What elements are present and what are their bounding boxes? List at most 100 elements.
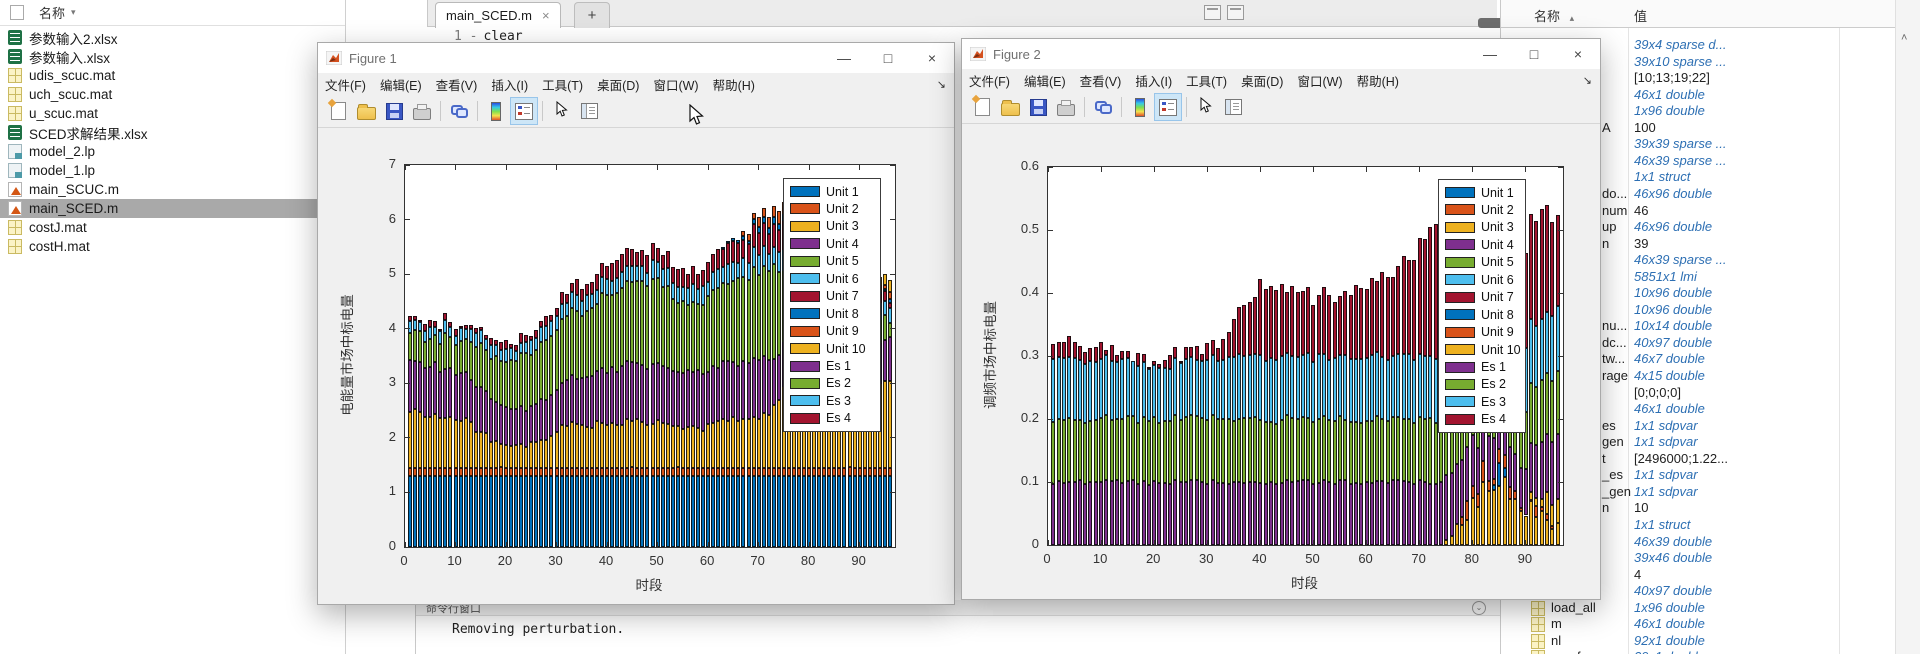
file-name-column-header[interactable]: 名称	[39, 6, 66, 21]
editor-minimize-icon[interactable]	[1204, 5, 1221, 20]
workspace-row[interactable]: 1x1 struct	[1501, 517, 1920, 533]
workspace-row[interactable]: n 39	[1501, 236, 1920, 252]
menu-item[interactable]: 工具(T)	[542, 78, 584, 93]
file-row-model_2.lp[interactable]: model_2.lp	[0, 142, 345, 161]
insert-colorbar-button[interactable]	[1126, 93, 1154, 121]
menu-item[interactable]: 帮助(H)	[712, 78, 755, 93]
edit-plot-button[interactable]	[1191, 93, 1219, 121]
save-figure-button[interactable]	[380, 97, 408, 125]
new-tab-button[interactable]: +	[574, 2, 610, 28]
workspace-row[interactable]: dc... 40x97 double	[1501, 335, 1920, 351]
open-file-button[interactable]	[996, 93, 1024, 121]
menu-item[interactable]: 工具(T)	[1186, 74, 1228, 89]
print-figure-button[interactable]	[408, 97, 436, 125]
close-button[interactable]: ×	[1573, 46, 1583, 62]
figure-titlebar[interactable]: Figure 2— □ ×	[962, 39, 1600, 69]
menu-item[interactable]: 帮助(H)	[1356, 74, 1399, 89]
workspace-row[interactable]: 4	[1501, 567, 1920, 583]
file-row-SCED求解结果.xlsx[interactable]: SCED求解结果.xlsx	[0, 123, 345, 142]
workspace-row[interactable]: _es 1x1 sdpvar	[1501, 467, 1920, 483]
menu-item[interactable]: 查看(V)	[435, 78, 478, 93]
workspace-row[interactable]: es 1x1 sdpvar	[1501, 418, 1920, 434]
legend[interactable]: Unit 1 Unit 2 Unit 3 Unit 4 Unit 5 Unit 6 Unit…	[783, 178, 881, 432]
editor-code-line[interactable]: 1 - clear	[454, 29, 523, 44]
menu-item[interactable]: 编辑(E)	[1023, 74, 1066, 89]
menu-item[interactable]: 编辑(E)	[379, 78, 422, 93]
close-button[interactable]: ×	[927, 50, 937, 66]
menu-item[interactable]: 桌面(D)	[1241, 74, 1284, 89]
workspace-row[interactable]: gen 1x1 sdpvar	[1501, 434, 1920, 450]
minimize-button[interactable]: —	[837, 50, 851, 66]
workspace-row[interactable]: [10;13;19;22]	[1501, 70, 1920, 86]
file-row-参数输入.xlsx[interactable]: 参数输入.xlsx	[0, 47, 345, 66]
workspace-row[interactable]: nu... 10x14 double	[1501, 318, 1920, 334]
file-row-costJ.mat[interactable]: costJ.mat	[0, 218, 345, 237]
dock-figure-arrow-icon[interactable]: ↘	[1582, 74, 1592, 87]
workspace-scrollbar[interactable]: ˄	[1895, 0, 1920, 654]
workspace-row[interactable]: 46x39 sparse ...	[1501, 153, 1920, 169]
link-plot-button[interactable]	[445, 97, 473, 125]
link-plot-button[interactable]	[1089, 93, 1117, 121]
workspace-row[interactable]: [0;0;0;0]	[1501, 385, 1920, 401]
workspace-row[interactable]: 46x39 sparse ...	[1501, 252, 1920, 268]
workspace-row[interactable]: tw... 46x7 double	[1501, 351, 1920, 367]
workspace-row[interactable]: _gen 1x1 sdpvar	[1501, 484, 1920, 500]
legend[interactable]: Unit 1 Unit 2 Unit 3 Unit 4 Unit 5 Unit 6 Unit…	[1438, 179, 1526, 433]
menu-item[interactable]: 查看(V)	[1079, 74, 1122, 89]
workspace-row[interactable]: do... 46x96 double	[1501, 186, 1920, 202]
file-row-u_scuc.mat[interactable]: u_scuc.mat	[0, 104, 345, 123]
scroll-up-icon[interactable]: ˄	[1901, 32, 1908, 44]
print-figure-button[interactable]	[1052, 93, 1080, 121]
property-inspector-button[interactable]	[575, 97, 603, 125]
maximize-button[interactable]: □	[1529, 46, 1539, 62]
property-inspector-button[interactable]	[1219, 93, 1247, 121]
insert-legend-button[interactable]	[510, 97, 538, 125]
dock-figure-arrow-icon[interactable]: ↘	[936, 78, 946, 91]
workspace-row[interactable]: load_all 1x96 double	[1501, 600, 1920, 616]
insert-legend-button[interactable]	[1154, 93, 1182, 121]
file-row-costH.mat[interactable]: costH.mat	[0, 237, 345, 256]
new-figure-button[interactable]	[968, 93, 996, 121]
workspace-row[interactable]: up 46x96 double	[1501, 219, 1920, 235]
menu-item[interactable]: 桌面(D)	[597, 78, 640, 93]
tab-main-sced[interactable]: main_SCED.m ×	[435, 2, 561, 28]
new-figure-button[interactable]	[324, 97, 352, 125]
menu-item[interactable]: 插入(I)	[1135, 74, 1173, 89]
menu-item[interactable]: 窗口(W)	[653, 78, 699, 93]
insert-colorbar-button[interactable]	[482, 97, 510, 125]
menu-item[interactable]: 插入(I)	[491, 78, 529, 93]
workspace-row[interactable]: 10x96 double	[1501, 285, 1920, 301]
workspace-row[interactable]: 39x10 sparse ...	[1501, 54, 1920, 70]
workspace-row[interactable]: 1x96 double	[1501, 103, 1920, 119]
tab-close-icon[interactable]: ×	[541, 8, 550, 23]
workspace-row[interactable]: 46x1 double	[1501, 401, 1920, 417]
minimize-button[interactable]: —	[1483, 46, 1497, 62]
workspace-name-header[interactable]: 名称 ▴	[1534, 9, 1575, 24]
workspace-row[interactable]: 1x1 struct	[1501, 169, 1920, 185]
file-row-main_SCED.m[interactable]: main_SCED.m	[0, 199, 345, 218]
command-output[interactable]: Removing perturbation.	[452, 622, 625, 637]
workspace-row[interactable]: 46x1 double	[1501, 87, 1920, 103]
workspace-value-header[interactable]: 值	[1634, 9, 1648, 24]
file-row-参数输入2.xlsx[interactable]: 参数输入2.xlsx	[0, 28, 345, 47]
file-list-header[interactable]: 名称 ▾	[0, 0, 345, 26]
editor-maximize-icon[interactable]	[1227, 5, 1244, 20]
minimize-panel-icon[interactable]: ⌄	[1472, 601, 1486, 615]
workspace-row[interactable]: 46x39 double	[1501, 534, 1920, 550]
workspace-row[interactable]: num 46	[1501, 203, 1920, 219]
open-file-button[interactable]	[352, 97, 380, 125]
workspace-row[interactable]: noref39x1 double	[1501, 649, 1920, 654]
workspace-row[interactable]: n 10	[1501, 500, 1920, 516]
maximize-button[interactable]: □	[883, 50, 893, 66]
workspace-row[interactable]: m 46x1 double	[1501, 616, 1920, 633]
file-row-udis_scuc.mat[interactable]: udis_scuc.mat	[0, 66, 345, 85]
edit-plot-button[interactable]	[547, 97, 575, 125]
menu-item[interactable]: 文件(F)	[325, 78, 366, 93]
workspace-row[interactable]: 39x4 sparse d...	[1501, 37, 1920, 53]
workspace-row[interactable]: 5851x1 lmi	[1501, 269, 1920, 285]
workspace-row[interactable]: 39x46 double	[1501, 550, 1920, 566]
file-row-main_SCUC.m[interactable]: main_SCUC.m	[0, 180, 345, 199]
menu-item[interactable]: 文件(F)	[969, 74, 1010, 89]
file-row-uch_scuc.mat[interactable]: uch_scuc.mat	[0, 85, 345, 104]
file-row-model_1.lp[interactable]: model_1.lp	[0, 161, 345, 180]
